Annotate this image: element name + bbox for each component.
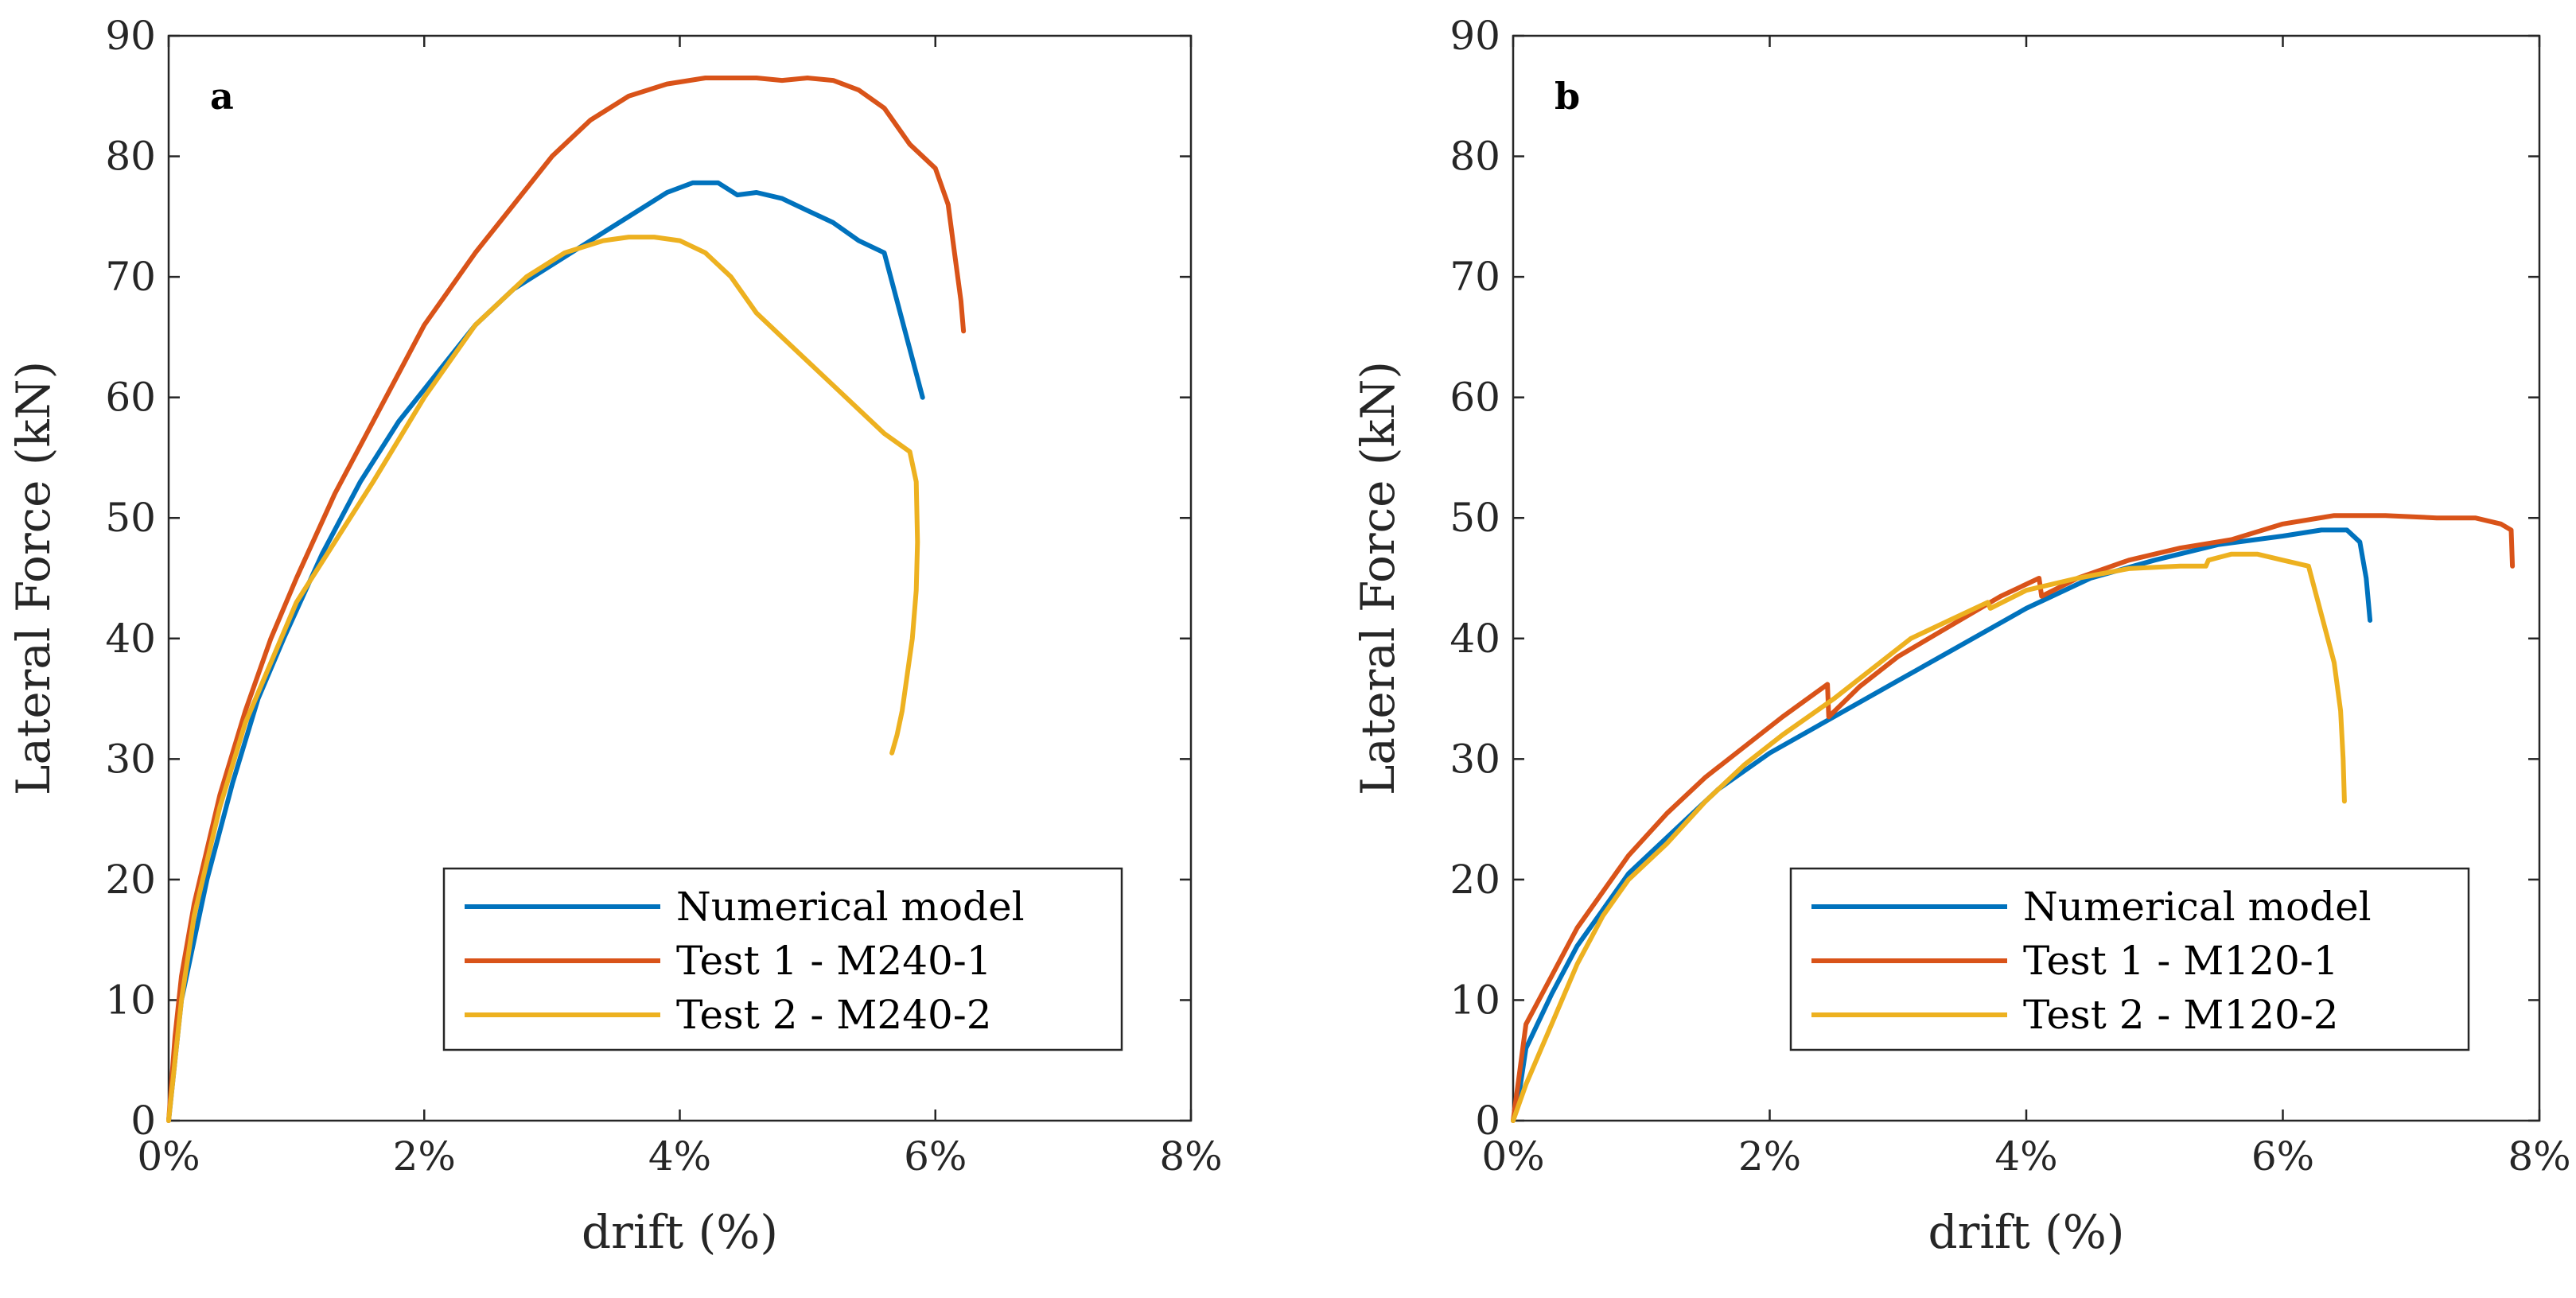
x-tick-label: 8% <box>1159 1133 1222 1179</box>
x-tick-label: 4% <box>1994 1133 2057 1179</box>
legend: Numerical model Test 1 - M240-1 Test 2 - M… <box>442 867 1123 1051</box>
y-tick-label: 60 <box>105 375 156 421</box>
legend-entry: Test 2 - M120-2 <box>2023 992 2339 1038</box>
y-axis-label: Lateral Force (kN) <box>6 361 60 795</box>
y-tick-label: 80 <box>105 134 156 180</box>
legend-entry: Numerical model <box>2023 884 2372 930</box>
y-tick-label: 20 <box>1449 857 1500 903</box>
y-tick-label: 50 <box>105 495 156 541</box>
x-tick-label: 0% <box>1481 1133 1544 1179</box>
legend-entry: Test 2 - M240-2 <box>676 992 992 1038</box>
y-tick-label: 70 <box>1449 254 1500 300</box>
series-line-2 <box>166 76 967 1123</box>
x-tick-label: 8% <box>2508 1133 2570 1179</box>
y-tick-label: 30 <box>1449 736 1500 782</box>
x-tick-label: 4% <box>648 1133 711 1179</box>
legend-entry: Test 1 - M240-1 <box>676 938 992 984</box>
chart-panel-b: 0 10 20 30 40 50 60 70 80 90 0% 2% 4% 6% 8% drift (%) La… <box>1351 13 2571 1259</box>
y-axis-label: Lateral Force (kN) <box>1351 361 1405 795</box>
series-line-1 <box>1511 527 2373 1123</box>
y-tick-label: 90 <box>1449 13 1500 59</box>
x-tick-label: 2% <box>393 1133 456 1179</box>
series-line-2 <box>1511 513 2516 1123</box>
y-tick-label: 0 <box>1475 1098 1500 1144</box>
legend-entry: Numerical model <box>676 884 1025 930</box>
legend-entry: Test 1 - M120-1 <box>2023 938 2339 984</box>
y-tick-label: 10 <box>1449 977 1500 1023</box>
panel-label: a <box>210 75 234 118</box>
series-line-1 <box>166 180 925 1123</box>
y-tick-label: 70 <box>105 254 156 300</box>
y-tick-label: 10 <box>105 977 156 1023</box>
y-tick-label: 90 <box>105 13 156 59</box>
y-tick-label: 20 <box>105 857 156 903</box>
y-tick-label: 0 <box>130 1098 156 1144</box>
y-tick-label: 60 <box>1449 375 1500 421</box>
legend: Numerical model Test 1 - M120-1 Test 2 - M… <box>1789 867 2470 1051</box>
y-tick-label: 50 <box>1449 495 1500 541</box>
y-tick-label: 40 <box>1449 616 1500 662</box>
x-tick-label: 6% <box>2251 1133 2314 1179</box>
y-tick-label: 40 <box>105 616 156 662</box>
series-line-3 <box>1511 551 2347 1123</box>
series-line-3 <box>166 235 920 1123</box>
chart-panel-a: 0 10 20 30 40 50 60 70 80 90 0% 2% 4% 6% 8% drift (%) La… <box>6 13 1223 1259</box>
x-tick-label: 2% <box>1738 1133 1801 1179</box>
x-tick-label: 6% <box>904 1133 967 1179</box>
y-tick-label: 30 <box>105 736 156 782</box>
x-axis-label: drift (%) <box>582 1205 778 1259</box>
panel-label: b <box>1555 75 1580 118</box>
x-tick-label: 0% <box>137 1133 200 1179</box>
y-tick-label: 80 <box>1449 134 1500 180</box>
x-axis-label: drift (%) <box>1928 1205 2125 1259</box>
